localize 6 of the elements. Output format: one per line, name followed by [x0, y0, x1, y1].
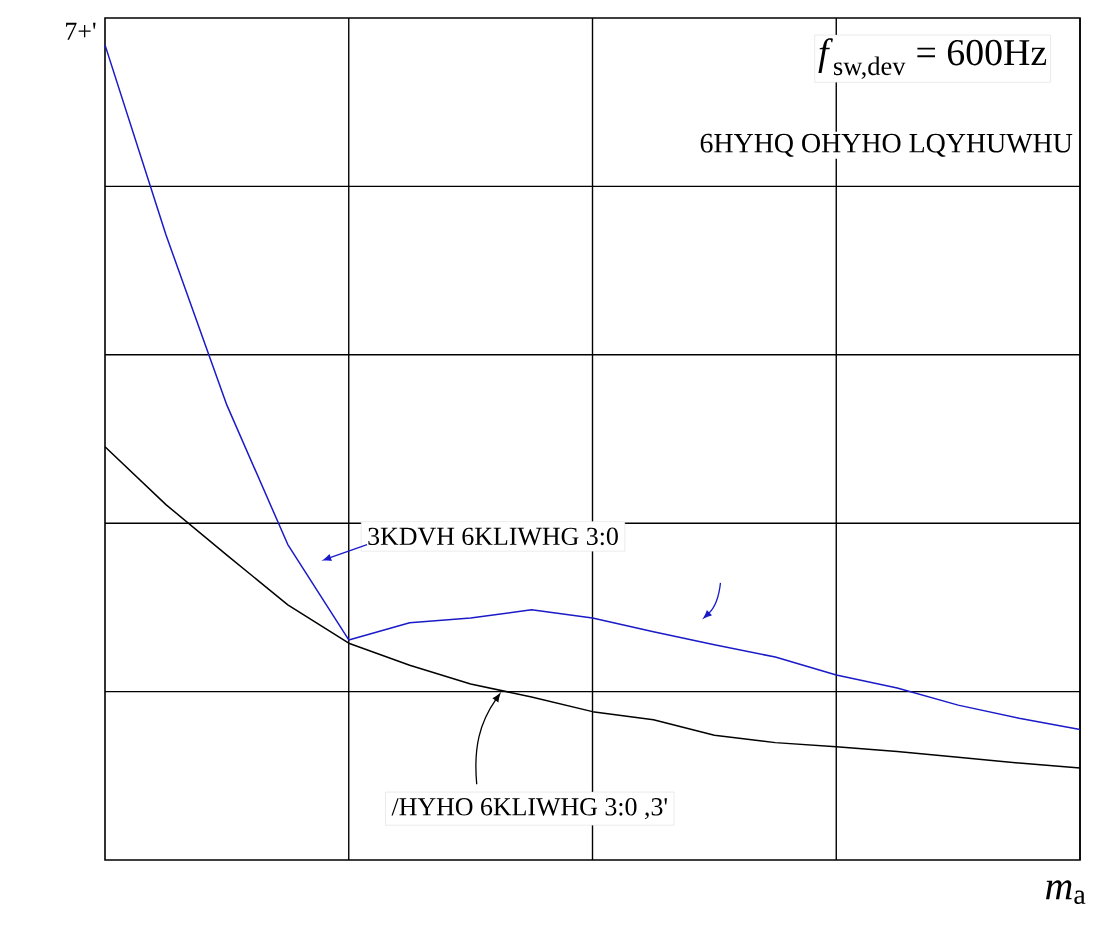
y-axis-title: 7+' — [66, 22, 96, 40]
annotation: 6HYHQ OHYHO LQYHUWHU — [700, 133, 1073, 157]
x-axis-title: m$_{a}$ — [1046, 880, 1086, 904]
annotation: f$_{sw,dev}$ = 600Hz — [818, 38, 1047, 79]
text: /HYHO 6KLIWHG 3:0 ,3' — [391, 798, 667, 820]
legend-label: 3KDVH 6KLIWHG 3:0 — [368, 527, 618, 546]
